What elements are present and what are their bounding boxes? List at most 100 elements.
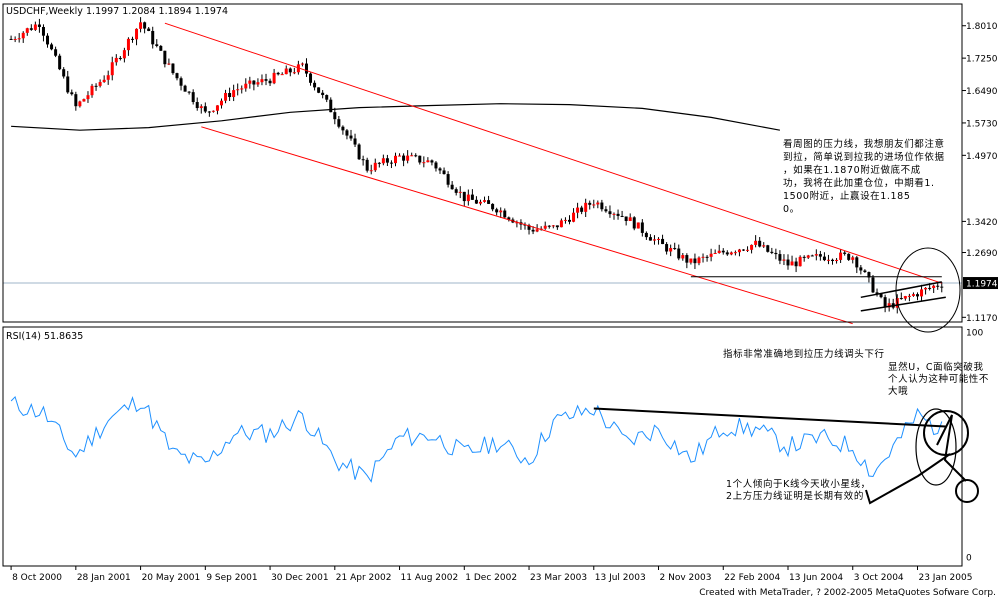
candle-body: [175, 73, 179, 79]
candle-body: [924, 287, 928, 290]
candle-body: [887, 303, 891, 308]
candle-body: [911, 294, 915, 296]
price-annotation: ，如果在1.1870附近做底不成: [783, 164, 921, 176]
candle-body: [640, 222, 644, 233]
last-price-label: 1.1974: [966, 280, 998, 290]
candle-body: [737, 249, 741, 253]
price-tick-label: 1.7250: [966, 55, 998, 65]
candle-body: [183, 85, 187, 92]
candle-body: [847, 253, 851, 260]
candle-body: [644, 232, 648, 238]
candle-body: [705, 256, 709, 258]
candle-body: [236, 89, 240, 91]
candle-body: [86, 95, 90, 100]
wedge-upper-line: [860, 281, 942, 299]
x-tick-label: 23 Jan 2005: [918, 573, 972, 583]
candle-body: [600, 202, 604, 210]
candle-body: [211, 110, 215, 112]
rsi-title: RSI(14) 51.8635: [6, 331, 83, 342]
candle-body: [907, 295, 911, 297]
candle-body: [114, 57, 118, 63]
price-tick-label: 1.1170: [966, 314, 998, 324]
candle-body: [106, 75, 110, 80]
chart-text: 1.1170 1.2690 1.3420 1.4970 1.5730 1.6490 1.72…: [6, 6, 998, 598]
price-tick-label: 1.4970: [966, 152, 998, 162]
candle-body: [224, 92, 228, 101]
candle-body: [37, 24, 41, 27]
candle-body: [94, 85, 98, 87]
rsi-tick-label: 0: [966, 554, 972, 564]
candle-body: [713, 253, 717, 255]
x-tick-label: 3 Oct 2004: [854, 573, 904, 583]
candle-body: [790, 261, 794, 266]
price-chart: [3, 17, 962, 333]
candle-body: [25, 28, 29, 33]
candle-body: [240, 88, 244, 90]
candle-body: [936, 285, 940, 287]
candle-body: [875, 292, 879, 294]
candle-body: [483, 200, 487, 202]
x-tick-label: 11 Aug 2002: [401, 573, 459, 583]
candle-body: [810, 255, 814, 257]
candle-body: [750, 244, 754, 250]
candle-body: [430, 160, 434, 163]
candle-body: [725, 252, 729, 255]
candle-body: [612, 213, 616, 215]
candle-body: [159, 45, 163, 51]
candle-body: [454, 189, 458, 193]
candle-body: [940, 286, 944, 288]
candle-body: [321, 92, 325, 96]
candle-body: [126, 38, 130, 51]
candle-body: [462, 191, 466, 202]
candle-body: [130, 38, 134, 40]
candle-body: [394, 155, 398, 164]
candle-body: [665, 244, 669, 252]
candle-body: [458, 191, 462, 193]
candle-body: [863, 270, 867, 273]
price-symbol-label: USDCHF,Weekly: [6, 6, 83, 17]
rsi-trend-line: [593, 407, 946, 428]
candle-body: [879, 293, 883, 298]
candle-body: [851, 257, 855, 260]
candle-body: [580, 207, 584, 212]
candle-body: [835, 259, 839, 262]
candle-body: [62, 69, 66, 77]
candle-body: [920, 289, 924, 297]
candle-body: [774, 252, 778, 255]
rsi-highlight-circle: [915, 408, 957, 486]
candle-body: [802, 256, 806, 258]
candle-body: [179, 78, 183, 86]
channel-upper-line: [164, 22, 942, 284]
candle-body: [341, 126, 345, 131]
candle-body: [685, 255, 689, 263]
candle-body: [567, 219, 571, 222]
x-tick-label: 21 Apr 2002: [336, 573, 392, 583]
candle-body: [446, 174, 450, 185]
candle-body: [228, 92, 232, 98]
candle-body: [814, 254, 818, 256]
candle-body: [207, 111, 211, 113]
candle-body: [29, 28, 33, 30]
candle-body: [325, 95, 329, 100]
candle-body: [450, 184, 454, 190]
candle-body: [915, 294, 919, 297]
candle-body: [232, 90, 236, 98]
candle-body: [422, 162, 426, 164]
candle-body: [66, 76, 70, 93]
candle-body: [220, 100, 224, 106]
candle-body: [903, 296, 907, 299]
x-tick-label: 8 Oct 2000: [12, 573, 62, 583]
candle-body: [782, 259, 786, 261]
candle-body: [584, 202, 588, 212]
candle-body: [21, 32, 25, 39]
candle-body: [652, 239, 656, 241]
candle-body: [276, 72, 280, 75]
candle-body: [90, 85, 94, 96]
candle-body: [33, 24, 37, 30]
rsi-annotation: 显然U，C面临突破我: [888, 361, 984, 373]
candle-body: [551, 225, 555, 227]
rsi-annotation: 指标非常准确地到拉压力线调头下行: [723, 348, 885, 360]
candle-body: [139, 22, 143, 29]
candle-body: [171, 63, 175, 74]
